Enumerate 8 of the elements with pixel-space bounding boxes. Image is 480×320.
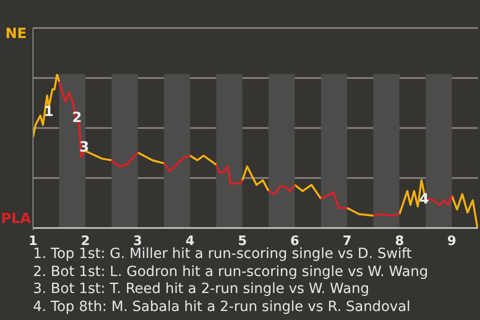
- annotation: 4: [419, 192, 430, 208]
- text: 3. Bot 1st: T. Reed hit a 2-run single vs W. Wang: [33, 281, 370, 298]
- text: NE: [5, 26, 27, 42]
- x-tick-label: 9: [447, 234, 456, 250]
- text: 2. Bot 1st: L. Godron hit a run-scoring single vs W. Wang: [33, 264, 428, 281]
- text: PLA: [0, 211, 32, 227]
- annotation: 1: [44, 104, 54, 120]
- text: 4. Top 8th: M. Sabala hit a 2-run single vs R. Sandoval: [33, 298, 412, 316]
